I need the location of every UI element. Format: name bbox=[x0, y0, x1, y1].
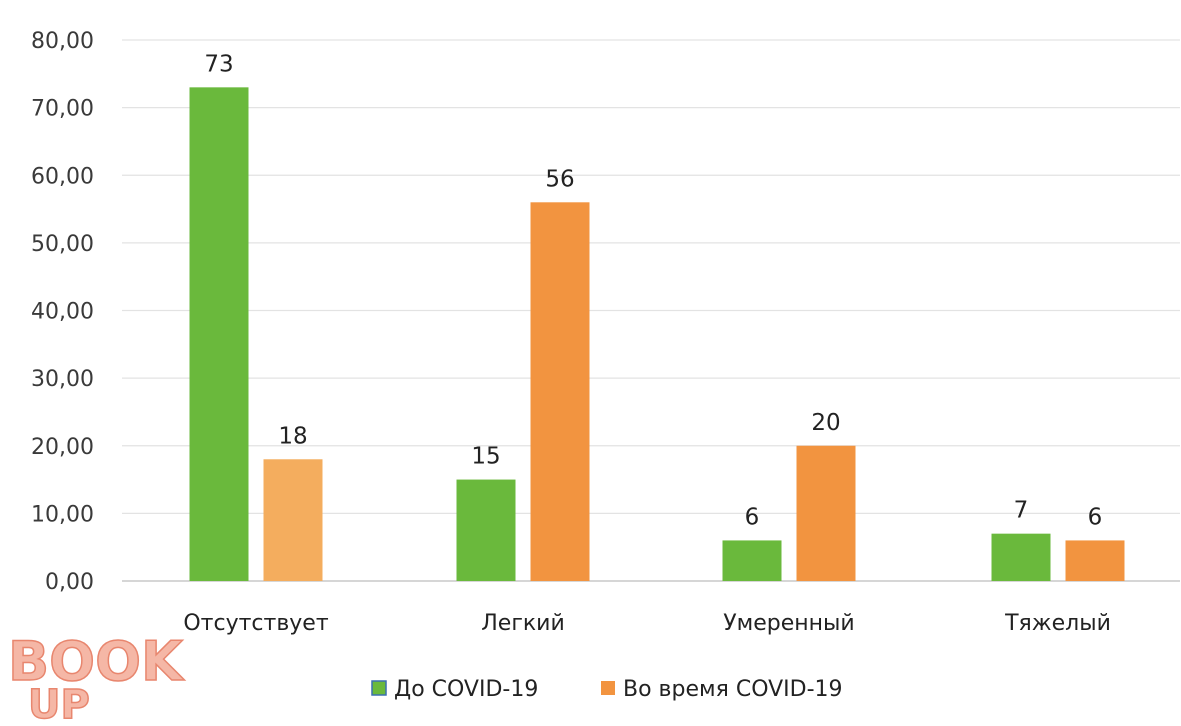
y-tick-label: 80,00 bbox=[31, 29, 94, 54]
data-label: 20 bbox=[811, 410, 840, 436]
legend-swatch-0 bbox=[371, 680, 387, 696]
legend-label-0: До COVID-19 bbox=[394, 677, 538, 702]
data-label: 73 bbox=[204, 51, 233, 77]
legend-label-1: Во время COVID-19 bbox=[623, 677, 843, 702]
category-label: Отсутствует bbox=[183, 611, 328, 636]
watermark-line1: BOOK bbox=[8, 630, 185, 693]
data-label: 7 bbox=[1014, 498, 1029, 524]
data-label: 18 bbox=[278, 423, 307, 449]
y-tick-label: 0,00 bbox=[45, 570, 94, 595]
y-tick-label: 70,00 bbox=[31, 97, 94, 122]
watermark-logo: BOOK UP bbox=[7, 629, 185, 726]
y-tick-label: 50,00 bbox=[31, 232, 94, 257]
category-label: Умеренный bbox=[723, 611, 854, 636]
legend-swatch-1 bbox=[601, 681, 615, 695]
bar-before-2 bbox=[722, 540, 782, 581]
data-labels: 73 18 15 56 6 20 7 6 bbox=[204, 51, 1102, 530]
bar-during-1 bbox=[530, 202, 590, 582]
y-tick-label: 20,00 bbox=[31, 435, 94, 460]
category-label: Тяжелый bbox=[1004, 611, 1111, 636]
bar-during-2 bbox=[796, 445, 856, 581]
legend: До COVID-19 Во время COVID-19 bbox=[371, 677, 843, 702]
bars bbox=[189, 87, 1125, 582]
watermark-line2: UP bbox=[28, 682, 90, 726]
data-label: 6 bbox=[745, 504, 760, 530]
y-tick-label: 40,00 bbox=[31, 300, 94, 325]
bar-before-3 bbox=[991, 533, 1051, 581]
y-tick-label: 30,00 bbox=[31, 367, 94, 392]
y-axis: 0,00 10,00 20,00 30,00 40,00 50,00 60,00 70,00 8… bbox=[31, 29, 94, 595]
bar-during-3 bbox=[1065, 540, 1125, 581]
x-axis: Отсутствует Легкий Умеренный Тяжелый bbox=[183, 611, 1111, 636]
data-label: 6 bbox=[1088, 504, 1103, 530]
y-tick-label: 10,00 bbox=[31, 502, 94, 527]
y-tick-label: 60,00 bbox=[31, 164, 94, 189]
bar-during-0 bbox=[263, 459, 323, 581]
data-label: 56 bbox=[545, 166, 574, 192]
category-label: Легкий bbox=[481, 611, 565, 636]
data-label: 15 bbox=[471, 444, 500, 470]
bar-before-1 bbox=[456, 479, 516, 581]
bar-before-0 bbox=[189, 87, 249, 582]
